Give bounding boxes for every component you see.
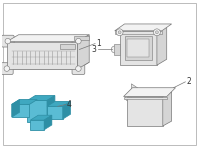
Circle shape	[118, 31, 121, 34]
Polygon shape	[131, 84, 143, 92]
Polygon shape	[124, 88, 176, 97]
Polygon shape	[12, 100, 20, 117]
FancyBboxPatch shape	[72, 63, 85, 75]
Circle shape	[161, 97, 163, 99]
Polygon shape	[30, 115, 52, 120]
Circle shape	[155, 31, 158, 34]
FancyBboxPatch shape	[0, 63, 13, 75]
Polygon shape	[127, 97, 163, 126]
FancyBboxPatch shape	[1, 35, 14, 47]
Polygon shape	[44, 115, 52, 130]
Circle shape	[142, 108, 148, 114]
Circle shape	[5, 38, 11, 44]
Polygon shape	[120, 31, 157, 65]
Polygon shape	[47, 96, 55, 122]
Circle shape	[61, 109, 65, 113]
Polygon shape	[163, 92, 172, 126]
Circle shape	[76, 38, 81, 44]
Polygon shape	[7, 62, 89, 69]
Polygon shape	[7, 42, 77, 69]
Polygon shape	[60, 44, 75, 49]
Polygon shape	[47, 101, 71, 106]
Circle shape	[111, 46, 118, 53]
Polygon shape	[127, 39, 149, 57]
Circle shape	[126, 95, 131, 101]
Circle shape	[135, 101, 155, 121]
Circle shape	[13, 104, 22, 114]
FancyBboxPatch shape	[72, 35, 85, 47]
Polygon shape	[125, 36, 152, 60]
Polygon shape	[127, 92, 172, 97]
Polygon shape	[115, 31, 162, 34]
Polygon shape	[27, 101, 47, 122]
Circle shape	[159, 95, 165, 101]
Circle shape	[58, 107, 67, 116]
Polygon shape	[124, 97, 167, 100]
Circle shape	[127, 97, 130, 99]
Polygon shape	[47, 106, 63, 119]
Polygon shape	[120, 25, 167, 31]
Text: 4: 4	[67, 100, 72, 109]
Text: 1: 1	[96, 39, 101, 48]
Circle shape	[139, 105, 152, 118]
Polygon shape	[12, 100, 37, 104]
Polygon shape	[114, 44, 120, 55]
Polygon shape	[157, 25, 167, 65]
Circle shape	[15, 107, 20, 112]
Polygon shape	[30, 120, 44, 130]
Polygon shape	[77, 35, 89, 69]
Polygon shape	[115, 24, 172, 31]
Circle shape	[116, 29, 123, 36]
Circle shape	[76, 66, 81, 71]
Circle shape	[4, 66, 10, 71]
Text: 2: 2	[186, 77, 191, 86]
Polygon shape	[7, 35, 89, 42]
Circle shape	[153, 29, 160, 36]
Polygon shape	[63, 101, 71, 119]
Polygon shape	[27, 96, 55, 101]
Text: 3: 3	[91, 45, 96, 54]
Polygon shape	[74, 36, 89, 40]
Polygon shape	[12, 104, 29, 117]
